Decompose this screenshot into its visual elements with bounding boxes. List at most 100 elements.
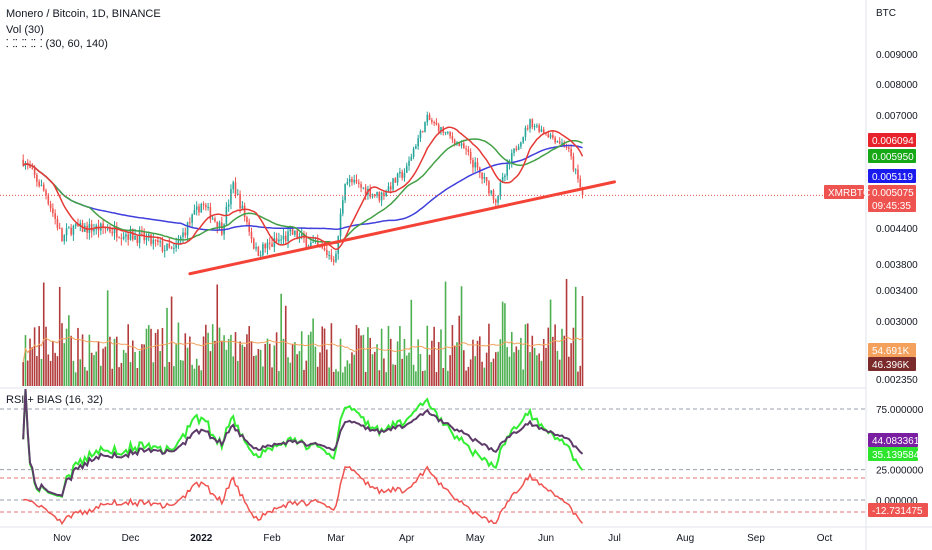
volume-bar — [131, 340, 134, 386]
badge-rsi2: 35.139584 — [868, 447, 920, 461]
volume-bar — [542, 338, 545, 386]
candle-body — [335, 253, 337, 262]
volume-bar — [321, 326, 324, 386]
candle-body — [362, 187, 365, 189]
candle-body — [526, 127, 529, 129]
volume-bar — [488, 323, 490, 386]
volume-bar — [421, 371, 424, 386]
badge-text: 0.006094 — [872, 136, 914, 147]
candle-body — [191, 214, 193, 223]
candle-body — [449, 132, 451, 137]
candle-body — [474, 162, 477, 168]
volume-bar — [77, 327, 79, 386]
volume-bar — [426, 325, 429, 386]
candle-body — [163, 250, 166, 252]
rsi-tick-label: 0.000000 — [876, 496, 918, 507]
candle-body — [136, 236, 139, 243]
volume-bar — [246, 334, 248, 386]
badge-text: -12.731475 — [872, 506, 923, 517]
candle-body — [342, 200, 344, 214]
badge-vol: 46.396K — [868, 357, 916, 371]
volume-bar — [412, 364, 415, 386]
volume-bar — [332, 371, 335, 386]
candle-body — [476, 162, 479, 168]
volume-bar — [79, 359, 82, 386]
volume-bar — [435, 372, 438, 386]
candle-body — [326, 250, 328, 256]
legend-volume[interactable]: Vol (30) — [6, 24, 44, 36]
candle-body — [549, 135, 552, 138]
volume-bar — [540, 360, 543, 386]
volume-bar — [200, 370, 203, 386]
candle-body — [433, 122, 435, 124]
candle-body — [312, 241, 314, 243]
volume-bar — [211, 324, 214, 386]
candle-body — [494, 199, 497, 203]
candle-body — [506, 164, 508, 176]
candle-body — [394, 178, 397, 183]
volume-bar — [202, 336, 205, 386]
legend-symbol[interactable]: Monero / Bitcoin, 1D, BINANCE — [6, 8, 161, 20]
candle-body — [54, 213, 56, 219]
volume-bar — [483, 367, 486, 386]
candle-body — [268, 242, 271, 244]
candle-body — [216, 221, 219, 228]
candle-body — [255, 247, 257, 249]
volume-bar — [380, 328, 383, 386]
candle-body — [182, 232, 184, 238]
candle-body — [198, 206, 200, 213]
candle-body — [246, 217, 248, 223]
volume-bar — [109, 336, 111, 386]
rsi-pane-title[interactable]: RSI + BIAS (16, 32) — [6, 394, 103, 406]
volume-bar — [166, 307, 168, 386]
volume-bar — [364, 371, 367, 386]
volume-bar — [207, 332, 209, 386]
volume-bar — [568, 356, 570, 386]
candle-body — [517, 146, 520, 150]
volume-bar — [296, 354, 298, 386]
volume-bar — [84, 367, 86, 386]
volume-bar — [52, 341, 54, 386]
candle-body — [428, 114, 431, 120]
candle-body — [138, 231, 141, 243]
candle-body — [211, 218, 214, 220]
time-tick-label: 2022 — [190, 533, 213, 544]
legend-ma[interactable]: ⸬⸬⸬⸬ (30, 60, 140) — [6, 38, 108, 50]
candle-body — [184, 232, 187, 236]
candle-body — [579, 178, 582, 188]
volume-bar — [431, 340, 433, 386]
candle-body — [405, 165, 408, 173]
candle-body — [490, 190, 493, 194]
candle-body — [348, 178, 351, 183]
volume-bar — [111, 368, 114, 386]
candle-body — [554, 137, 556, 143]
volume-bar — [401, 358, 403, 386]
volume-bar — [221, 340, 223, 386]
candle-body — [134, 236, 136, 240]
volume-bar — [136, 367, 139, 386]
volume-bar — [138, 350, 141, 386]
volume-bar — [61, 323, 63, 386]
volume-bar — [456, 342, 458, 386]
volume-bar — [143, 344, 145, 386]
volume-bar — [63, 343, 66, 386]
candle-body — [284, 235, 287, 242]
candle-body — [570, 148, 572, 157]
badge-text: 35.139584 — [872, 450, 920, 461]
candle-body — [399, 171, 401, 174]
candle-body — [209, 206, 212, 220]
volume-bar — [268, 343, 271, 386]
volume-bar — [440, 329, 442, 386]
volume-bar — [328, 367, 330, 386]
time-tick-label: Aug — [676, 533, 694, 544]
volume-bar — [520, 337, 522, 386]
volume-bar — [396, 341, 399, 386]
volume-bar — [353, 354, 356, 386]
candle-body — [152, 239, 155, 244]
candle-body — [316, 240, 319, 246]
candle-body — [259, 255, 262, 257]
candle-body — [186, 222, 189, 236]
time-tick-label: Jun — [538, 533, 554, 544]
volume-bar — [389, 338, 392, 386]
